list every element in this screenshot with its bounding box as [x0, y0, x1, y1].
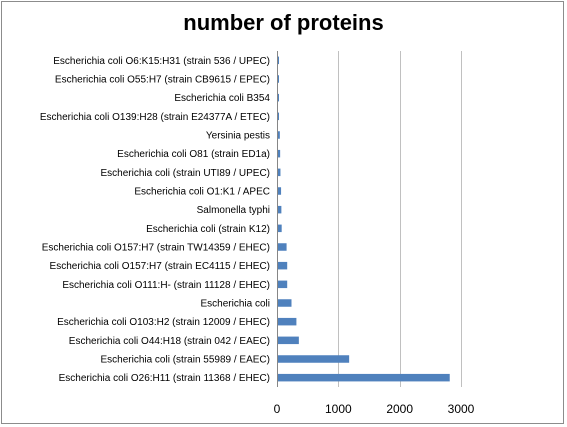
bar [278, 112, 279, 121]
category-labels: Escherichia coli O26:H11 (strain 11368 /… [40, 56, 271, 384]
category-label: Escherichia coli [201, 299, 270, 310]
category-label: Escherichia coli O157:H7 (strain TW14359… [42, 243, 270, 254]
bar [278, 224, 282, 233]
bar [278, 317, 297, 326]
bar [278, 75, 279, 83]
category-label: Escherichia coli O103:H2 (strain 12009 /… [57, 317, 270, 328]
x-tick-label: 0 [274, 402, 281, 416]
bar [278, 373, 450, 382]
gridlines [277, 51, 462, 387]
category-label: Yersinia pestis [206, 131, 270, 142]
x-tick-label: 2000 [386, 402, 413, 416]
x-tick-labels: 0 1000 2000 3000 [274, 402, 475, 416]
category-label: Escherichia coli O6:K15:H31 (strain 536 … [53, 56, 270, 67]
category-label: Escherichia coli O26:H11 (strain 11368 /… [59, 373, 270, 384]
bar [278, 168, 281, 177]
category-label: Escherichia coli (strain UTI89 / UPEC) [101, 168, 271, 179]
category-label: Escherichia coli O157:H7 (strain EC4115 … [50, 261, 270, 272]
category-label: Escherichia coli B354 [174, 93, 270, 104]
bar [278, 131, 280, 139]
category-label: Escherichia coli O111:H- (strain 11128 /… [62, 280, 270, 291]
chart-title: number of proteins [183, 10, 384, 35]
category-label: Escherichia coli O139:H28 (strain E24377… [40, 112, 270, 123]
bar [278, 205, 282, 214]
category-label: Escherichia coli O81 (strain ED1a) [117, 149, 270, 160]
bar [278, 261, 288, 270]
bar [278, 56, 279, 65]
bar [278, 149, 281, 158]
category-label: Escherichia coli (strain K12) [146, 224, 270, 235]
bar [278, 355, 350, 363]
x-tick-label: 3000 [448, 402, 475, 416]
bars [278, 56, 450, 382]
x-tick-label: 1000 [325, 402, 352, 416]
category-label: Escherichia coli O1:K1 / APEC [134, 187, 270, 198]
bar [278, 93, 279, 102]
bar [278, 243, 287, 251]
bar [278, 187, 282, 195]
category-label: Escherichia coli (strain 55989 / EAEC) [100, 355, 270, 366]
bar [278, 299, 292, 307]
category-label: Salmonella typhi [197, 205, 270, 216]
category-label: Escherichia coli O44:H18 (strain 042 / E… [69, 336, 270, 347]
bar [278, 336, 299, 345]
bar [278, 280, 288, 289]
category-label: Escherichia coli O55:H7 (strain CB9615 /… [55, 75, 270, 86]
